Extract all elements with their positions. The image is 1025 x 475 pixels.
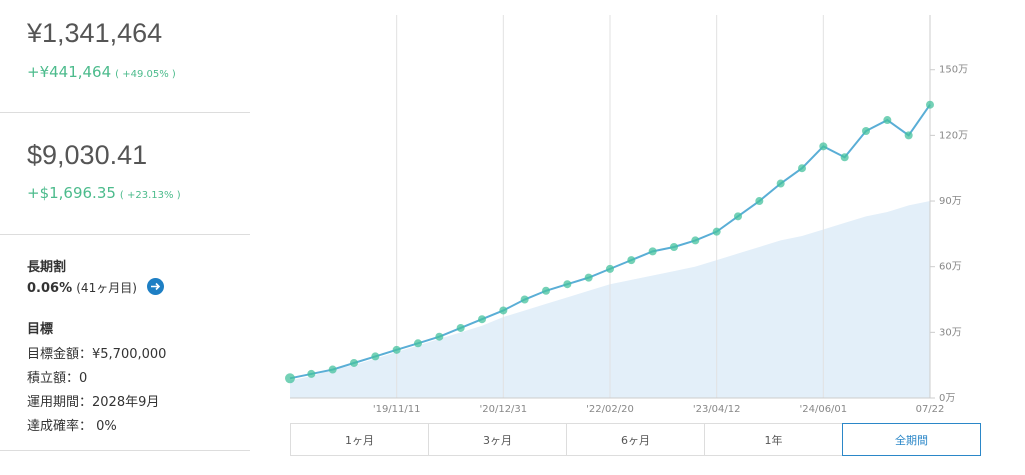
y-tick-label: 150万	[939, 65, 968, 76]
point	[414, 339, 422, 348]
point	[499, 306, 508, 315]
point	[798, 164, 806, 173]
goal-item: 達成確率： 0%	[27, 419, 117, 434]
divider	[0, 450, 250, 451]
long-term-title: 長期割	[27, 260, 67, 275]
goal-title: 目標	[27, 322, 54, 337]
point	[926, 100, 934, 109]
goal-item: 積立額：0	[27, 371, 88, 386]
jpy-value: ¥1,341,464	[27, 18, 163, 48]
y-tick-label: 120万	[939, 130, 968, 141]
point	[819, 142, 828, 151]
point	[371, 352, 380, 361]
arrow-button[interactable]	[147, 278, 164, 295]
point	[712, 227, 721, 236]
point	[883, 116, 892, 125]
point	[584, 273, 593, 282]
point	[734, 212, 742, 221]
point	[520, 295, 529, 304]
point	[350, 358, 358, 367]
point	[648, 247, 657, 256]
x-tick-label: '20/12/31	[479, 404, 527, 415]
point	[478, 315, 486, 324]
chart: '19/11/11 '20/12/31 '22/02/20 '23/04/12 '24/…	[285, 15, 968, 415]
point	[435, 332, 444, 341]
x-tick-label: '22/02/20	[586, 404, 634, 415]
x-tick-label: '24/06/01	[799, 404, 847, 415]
point	[755, 197, 764, 206]
period-button[interactable]: 1年	[704, 423, 843, 456]
point	[563, 280, 572, 289]
y-tick-label: 30万	[939, 327, 962, 338]
point	[307, 369, 316, 378]
divider	[0, 234, 250, 235]
arrow-icon	[151, 282, 161, 291]
y-tick-label: 0万	[939, 393, 955, 404]
divider	[0, 112, 250, 113]
period-button[interactable]: 6ヶ月	[566, 423, 705, 456]
x-tick-label: 07/22	[916, 404, 945, 415]
point	[670, 242, 678, 251]
point	[627, 256, 636, 265]
goal-item: 運用期間：2028年9月	[27, 395, 160, 410]
point	[606, 264, 614, 273]
period-button[interactable]: 全期間	[842, 423, 981, 456]
point	[542, 286, 550, 295]
period-button[interactable]: 3ヶ月	[428, 423, 567, 456]
jpy-change-row: +¥441,464( +49.05% )	[27, 62, 176, 81]
y-tick-label: 60万	[939, 262, 962, 273]
y-tick-label: 90万	[939, 196, 962, 207]
goal-list: 目標金額：¥5,700,000 積立額：0 運用期間：2028年9月 達成確率： 0%	[27, 343, 166, 439]
point	[392, 345, 401, 354]
long-term-row: 0.06% (41ヶ月目)	[27, 279, 137, 296]
point	[328, 365, 337, 374]
goal-item: 目標金額：¥5,700,000	[27, 347, 167, 362]
long-term-rate: 0.06%	[27, 281, 73, 296]
point	[840, 153, 849, 162]
jpy-change: +¥441,464	[27, 63, 112, 81]
period-button[interactable]: 1ヶ月	[290, 423, 429, 456]
point	[862, 126, 870, 135]
x-tick-label: '23/04/12	[693, 404, 741, 415]
long-term-month: (41ヶ月目)	[76, 281, 137, 295]
point	[904, 131, 913, 140]
point	[456, 323, 465, 332]
point	[285, 373, 295, 384]
point	[691, 236, 700, 245]
usd-change: +$1,696.35	[27, 184, 116, 202]
point	[776, 179, 785, 188]
usd-percent: ( +23.13% )	[119, 190, 181, 201]
x-tick-label: '19/11/11	[373, 404, 421, 415]
usd-change-row: +$1,696.35( +23.13% )	[27, 183, 181, 202]
jpy-percent: ( +49.05% )	[115, 69, 176, 80]
usd-value: $9,030.41	[27, 140, 148, 170]
